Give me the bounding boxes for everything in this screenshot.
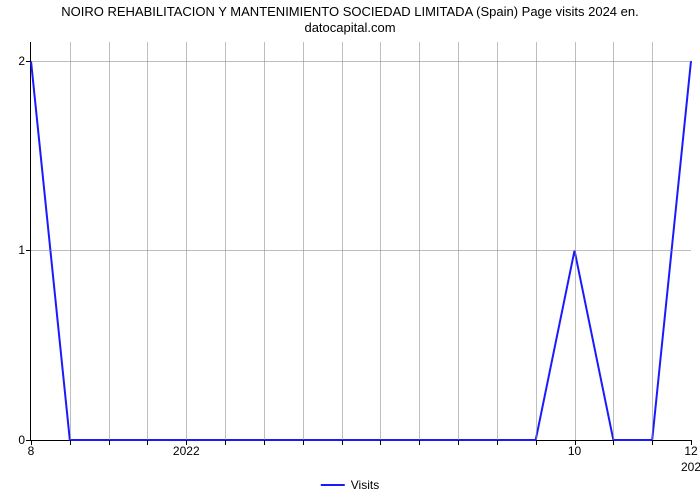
x-tick-label-secondary: 202 [681,440,700,474]
visits-chart: NOIRO REHABILITACION Y MANTENIMIENTO SOC… [0,0,700,500]
x-tick-mark [264,440,265,445]
line-series [31,42,691,440]
x-tick-mark [70,440,71,445]
y-tick-mark [26,61,31,62]
gridline-v [536,42,537,440]
plot-area: 012820221012202 [30,42,691,441]
gridline-v [109,42,110,440]
legend: Visits [321,478,379,492]
x-tick-mark [419,440,420,445]
gridline-v [342,42,343,440]
gridline-v [70,42,71,440]
chart-title: NOIRO REHABILITACION Y MANTENIMIENTO SOC… [0,4,700,37]
y-tick-mark [26,250,31,251]
x-tick-mark [613,440,614,445]
legend-label: Visits [351,478,379,492]
x-tick-mark [652,440,653,445]
gridline-v [575,42,576,440]
x-tick-label: 10 [568,440,581,458]
x-tick-mark [458,440,459,445]
gridline-h [31,61,691,62]
gridline-v [613,42,614,440]
chart-title-line1: NOIRO REHABILITACION Y MANTENIMIENTO SOC… [61,4,638,19]
gridline-v [380,42,381,440]
x-tick-mark [303,440,304,445]
gridline-v [225,42,226,440]
x-tick-mark [342,440,343,445]
chart-title-line2: datocapital.com [304,20,395,35]
gridline-v [497,42,498,440]
gridline-v [419,42,420,440]
x-tick-label: 8 [28,440,35,458]
gridline-v [458,42,459,440]
x-tick-label: 2022 [173,440,200,458]
legend-swatch [321,484,345,486]
x-tick-mark [536,440,537,445]
x-tick-mark [109,440,110,445]
gridline-v [264,42,265,440]
x-tick-mark [225,440,226,445]
gridline-v [147,42,148,440]
x-tick-mark [497,440,498,445]
gridline-h [31,250,691,251]
x-tick-mark [380,440,381,445]
gridline-v [186,42,187,440]
gridline-v [652,42,653,440]
x-tick-mark [147,440,148,445]
gridline-v [303,42,304,440]
